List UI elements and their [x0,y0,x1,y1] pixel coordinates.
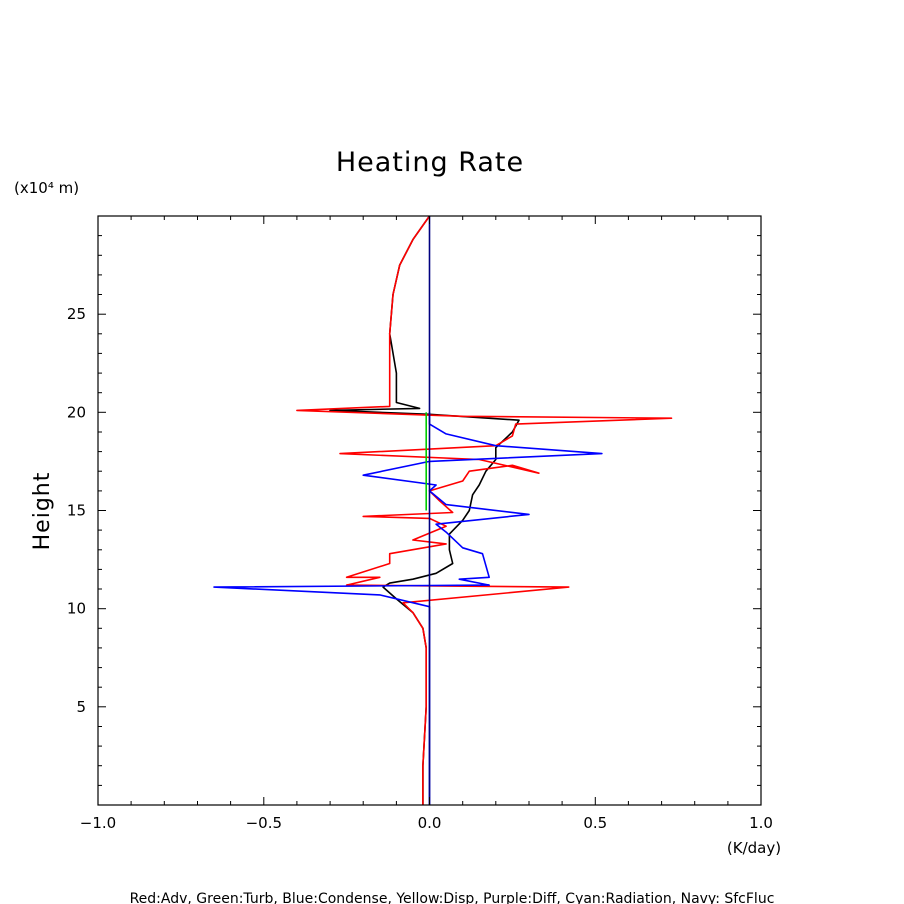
y-tick-label: 10 [67,600,86,618]
ticks-layer: −1.0 −0.5 0.0 0.5 1.0 5 10 15 20 25 [67,216,773,832]
y-axis-label: Height [30,472,55,551]
x-tick-label: 0.0 [418,814,442,832]
x-unit-label: (K/day) [727,839,781,857]
y-tick-label: 25 [67,305,86,323]
series-line-2 [213,412,603,805]
legend-caption: Red:Adv, Green:Turb, Blue:Condense, Yell… [130,891,775,904]
y-unit-label: (x10⁴ m) [14,179,79,197]
y-tick-label: 20 [67,403,86,421]
series-line-1 [296,215,673,805]
series-layer [213,215,673,805]
chart-title: Heating Rate [336,147,524,178]
y-tick-label: 15 [67,502,86,520]
x-tick-label: 0.5 [583,814,607,832]
y-tick-label: 5 [76,698,86,716]
x-tick-label: −0.5 [246,814,282,832]
x-tick-label: −1.0 [80,814,116,832]
x-tick-label: 1.0 [749,814,773,832]
